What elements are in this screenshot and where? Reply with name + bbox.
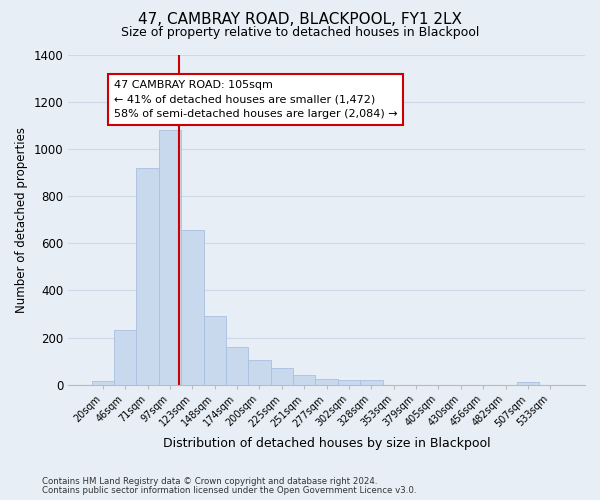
Text: Size of property relative to detached houses in Blackpool: Size of property relative to detached ho… — [121, 26, 479, 39]
X-axis label: Distribution of detached houses by size in Blackpool: Distribution of detached houses by size … — [163, 437, 490, 450]
Bar — [360, 380, 383, 384]
Bar — [248, 360, 271, 384]
Bar — [226, 347, 248, 385]
Bar — [517, 382, 539, 384]
Text: Contains HM Land Registry data © Crown copyright and database right 2024.: Contains HM Land Registry data © Crown c… — [42, 477, 377, 486]
Text: Contains public sector information licensed under the Open Government Licence v3: Contains public sector information licen… — [42, 486, 416, 495]
Text: 47, CAMBRAY ROAD, BLACKPOOL, FY1 2LX: 47, CAMBRAY ROAD, BLACKPOOL, FY1 2LX — [138, 12, 462, 28]
Bar — [203, 316, 226, 384]
Bar — [159, 130, 181, 384]
Bar — [271, 368, 293, 384]
Bar — [92, 381, 114, 384]
Bar — [316, 379, 338, 384]
Bar — [181, 230, 203, 384]
Bar — [136, 168, 159, 384]
Text: 47 CAMBRAY ROAD: 105sqm
← 41% of detached houses are smaller (1,472)
58% of semi: 47 CAMBRAY ROAD: 105sqm ← 41% of detache… — [114, 80, 398, 120]
Bar — [293, 375, 316, 384]
Bar — [114, 330, 136, 384]
Bar — [338, 380, 360, 384]
Y-axis label: Number of detached properties: Number of detached properties — [15, 127, 28, 313]
